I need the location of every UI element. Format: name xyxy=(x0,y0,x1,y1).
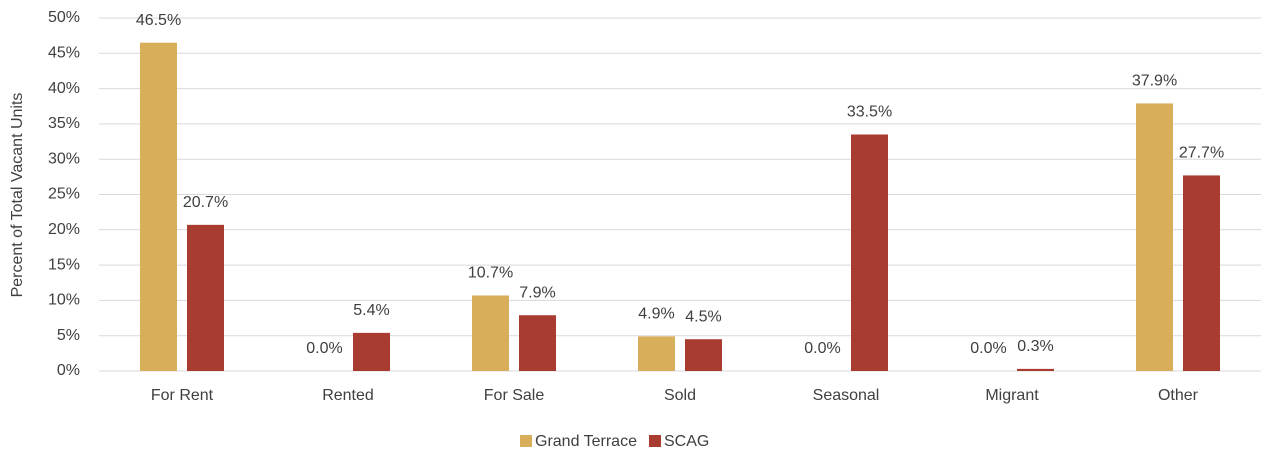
y-tick-label: 10% xyxy=(48,292,80,309)
data-label: 0.0% xyxy=(306,340,342,357)
bar xyxy=(851,134,888,371)
data-label: 20.7% xyxy=(183,194,228,211)
data-label: 37.9% xyxy=(1132,73,1177,90)
y-tick-label: 25% xyxy=(48,186,80,203)
data-label: 0.3% xyxy=(1017,338,1053,355)
bar xyxy=(353,332,390,371)
x-tick-label: Sold xyxy=(664,387,696,404)
y-axis-label: Percent of Total Vacant Units xyxy=(9,93,26,298)
data-label: 10.7% xyxy=(468,265,513,282)
data-label: 4.5% xyxy=(685,308,721,325)
y-tick-label: 50% xyxy=(48,9,80,26)
bar xyxy=(1136,103,1173,372)
data-label: 33.5% xyxy=(847,104,892,121)
bar xyxy=(140,42,177,372)
x-tick-label: Migrant xyxy=(985,387,1039,404)
y-tick-label: 40% xyxy=(48,80,80,97)
y-tick-label: 15% xyxy=(48,256,80,273)
bar xyxy=(685,339,722,371)
x-tick-label: Seasonal xyxy=(813,387,880,404)
data-label: 0.0% xyxy=(804,340,840,357)
y-tick-label: 5% xyxy=(57,327,80,344)
x-tick-label: Rented xyxy=(322,387,374,404)
legend-swatch xyxy=(648,435,661,447)
bar xyxy=(519,315,556,371)
y-tick-label: 45% xyxy=(48,45,80,62)
legend-label: SCAG xyxy=(664,433,709,450)
legend-label: Grand Terrace xyxy=(535,433,637,450)
bar xyxy=(1183,175,1220,371)
x-tick-label: For Sale xyxy=(484,387,545,404)
bar xyxy=(472,295,509,371)
data-label: 7.9% xyxy=(519,284,555,301)
x-tick-label: For Rent xyxy=(151,387,214,404)
data-label: 4.9% xyxy=(638,306,674,323)
bar xyxy=(187,224,224,371)
y-tick-label: 20% xyxy=(48,221,80,238)
bar xyxy=(638,336,675,371)
data-label: 46.5% xyxy=(136,12,181,29)
y-tick-label: 35% xyxy=(48,115,80,132)
legend-swatch xyxy=(520,435,532,447)
data-label: 27.7% xyxy=(1179,145,1224,162)
data-label: 0.0% xyxy=(970,340,1006,357)
x-tick-label: Other xyxy=(1158,387,1199,404)
y-tick-label: 30% xyxy=(48,150,80,167)
y-tick-label: 0% xyxy=(57,362,80,379)
data-label: 5.4% xyxy=(353,302,389,319)
bar xyxy=(1017,368,1054,371)
